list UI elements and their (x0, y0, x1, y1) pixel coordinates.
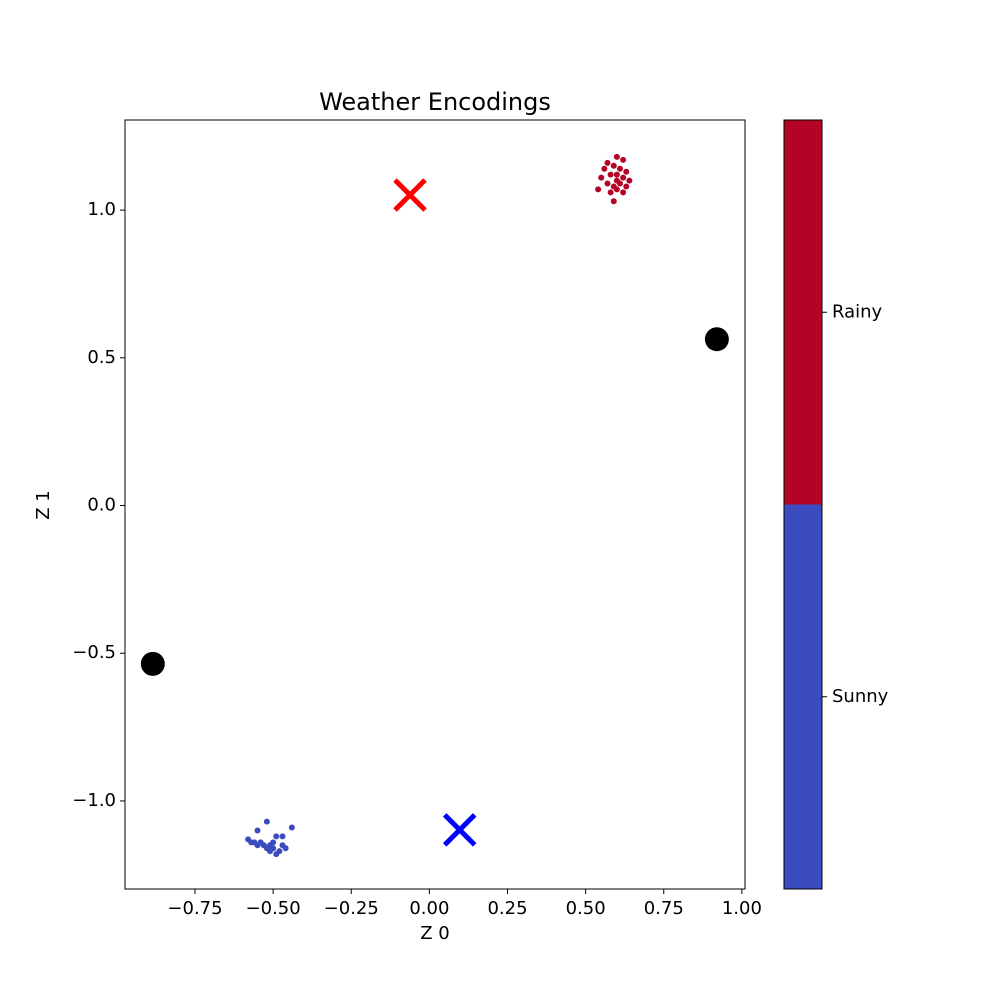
point (270, 839, 277, 846)
x-marker (442, 813, 477, 847)
point (613, 153, 620, 160)
x-tick-label: 0.75 (644, 898, 684, 919)
x-tick-label: 0.25 (487, 898, 527, 919)
point (626, 177, 633, 184)
point (623, 168, 630, 175)
point (613, 186, 620, 193)
colorbar-label: Rainy (832, 301, 883, 322)
colorbar-label: Sunny (832, 686, 889, 707)
x-tick-label: 0.50 (566, 898, 606, 919)
y-axis-label: Z 1 (33, 490, 54, 520)
x-tick-label: −0.50 (246, 898, 301, 919)
point (279, 842, 286, 849)
point (254, 827, 261, 834)
y-tick-label: −0.5 (72, 642, 116, 663)
point (613, 171, 620, 178)
point (288, 824, 295, 831)
point (607, 171, 614, 178)
point (607, 189, 614, 196)
point (620, 174, 627, 181)
point (140, 651, 165, 676)
point (604, 159, 611, 166)
point (610, 198, 617, 205)
point (279, 833, 286, 840)
x-tick-label: −0.25 (324, 898, 379, 919)
colorbar-segment (784, 504, 822, 889)
point (620, 156, 627, 163)
x-marker (393, 178, 427, 212)
point (598, 174, 605, 181)
y-tick-label: −1.0 (72, 790, 116, 811)
point (604, 180, 611, 187)
point (617, 165, 623, 172)
point (704, 327, 729, 352)
point (610, 162, 617, 169)
y-tick-label: 1.0 (87, 199, 116, 220)
y-tick-label: 0.0 (87, 495, 116, 516)
point (273, 851, 280, 858)
point (595, 186, 602, 193)
point (620, 189, 627, 196)
x-tick-label: 1.00 (722, 898, 762, 919)
point (248, 839, 255, 846)
x-tick-label: −0.75 (167, 898, 222, 919)
point (254, 842, 261, 849)
x-axis-label: Z 0 (420, 923, 450, 944)
point (623, 183, 630, 190)
x-tick-label: 0.00 (409, 898, 449, 919)
chart-title: Weather Encodings (319, 88, 551, 116)
point (601, 165, 608, 172)
point (613, 177, 620, 184)
point (267, 848, 273, 855)
point (273, 833, 280, 840)
x-marker-stroke (442, 813, 477, 847)
plot-frame (124, 119, 746, 890)
point (263, 818, 270, 825)
y-tick-label: 0.5 (87, 347, 116, 368)
colorbar-frame (783, 119, 823, 890)
colorbar-segment (784, 120, 822, 505)
x-marker-stroke (393, 178, 427, 212)
